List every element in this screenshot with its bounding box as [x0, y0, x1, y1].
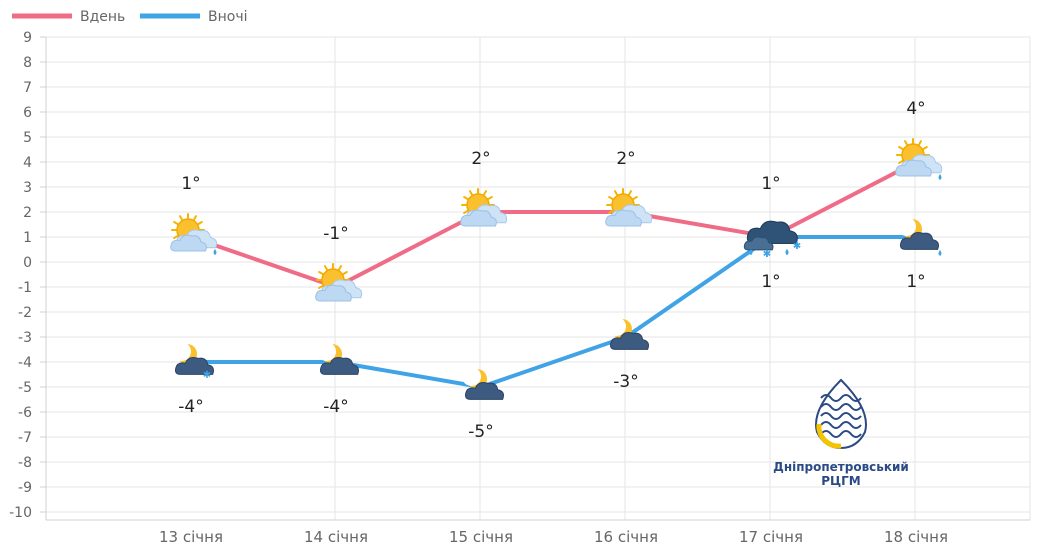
- data-label-day: 1°: [181, 174, 200, 194]
- x-tick-label: 17 січня: [739, 528, 803, 546]
- axes: 9 8 7 6 5 4 3 2 1 0 -1 -2 -3 -4 -5 -6 -7 -8 -9 -10 13 січня 1…: [9, 30, 1030, 546]
- legend-label: Вдень: [80, 9, 125, 25]
- legend: Вдень Вночі: [12, 9, 247, 25]
- data-label-day: 4°: [906, 99, 925, 119]
- x-tick-label: 14 січня: [304, 528, 368, 546]
- y-tick-label: -4: [18, 355, 32, 371]
- data-label-day: 2°: [471, 149, 490, 169]
- y-tick-label: -1: [18, 280, 32, 296]
- svg-text:✱: ✱: [203, 370, 211, 381]
- data-label-night: -4°: [323, 397, 348, 417]
- y-tick-label: -9: [18, 480, 32, 496]
- y-tick-label: -10: [9, 505, 32, 521]
- y-tick-label: -2: [18, 305, 32, 321]
- data-label-day: 2°: [616, 149, 635, 169]
- svg-text:✱: ✱: [763, 249, 771, 260]
- x-tick-label: 13 січня: [159, 528, 223, 546]
- sun-cloud-rain-icon: [170, 213, 218, 255]
- data-label-night: -3°: [613, 372, 638, 392]
- moon-cloud-icon: [317, 342, 359, 375]
- svg-text:✱: ✱: [793, 241, 801, 252]
- series-line-day: [190, 160, 917, 289]
- y-tick-label: 8: [23, 55, 32, 71]
- x-tick-label: 18 січня: [884, 528, 948, 546]
- data-labels-layer: 1° -1° 2° 2° 1° 4° -4° -4° -5° -3° 1° 1°: [178, 99, 925, 442]
- logo-line2: РЦГМ: [821, 474, 861, 488]
- y-tick-label: 3: [23, 180, 32, 196]
- moon-cloud-icon: [462, 367, 504, 400]
- y-tick-label: -5: [18, 380, 32, 396]
- y-tick-label: 4: [23, 155, 32, 171]
- moon-cloud-icon: [607, 317, 649, 350]
- data-label-night: -4°: [178, 397, 203, 417]
- y-tick-label: -8: [18, 455, 32, 471]
- moon-cloud-snow-icon: ✱: [172, 342, 214, 381]
- moon-cloud-rain-icon: [897, 217, 942, 256]
- x-tick-label: 16 січня: [594, 528, 658, 546]
- y-tick-label: 2: [23, 205, 32, 221]
- svg-text:✱: ✱: [793, 241, 801, 252]
- dark-cloud-rain-snow-icon: ✱✱: [743, 220, 801, 260]
- y-tick-label: -6: [18, 405, 32, 421]
- y-tick-label: 0: [23, 255, 32, 271]
- logo-line1: Дніпропетровський: [773, 460, 909, 474]
- data-label-night: 1°: [906, 272, 925, 292]
- data-label-night: -5°: [468, 422, 493, 442]
- y-tick-label: -3: [18, 330, 32, 346]
- legend-label: Вночі: [208, 9, 247, 25]
- y-tick-label: 1: [23, 230, 32, 246]
- y-tick-label: 7: [23, 80, 32, 96]
- logo: Дніпропетровський РЦГМ: [773, 378, 909, 488]
- y-tick-label: 6: [23, 105, 32, 121]
- data-label-night: 1°: [761, 272, 780, 292]
- data-label-day: 1°: [761, 174, 780, 194]
- x-tick-label: 15 січня: [449, 528, 513, 546]
- y-tick-label: 9: [23, 30, 32, 46]
- y-tick-label: 5: [23, 130, 32, 146]
- icons-layer: ✱✱✱✱✱: [170, 138, 943, 400]
- series-layer: [190, 160, 917, 389]
- svg-text:✱: ✱: [763, 249, 771, 260]
- sun-cloud-icon: [315, 263, 363, 302]
- grid: [45, 36, 1031, 520]
- y-tick-label: -7: [18, 430, 32, 446]
- sun-cloud-icon: [460, 188, 508, 227]
- data-label-day: -1°: [323, 224, 348, 244]
- sun-cloud-icon: [605, 188, 653, 227]
- drop-waves-logo-icon: [815, 378, 867, 450]
- sun-cloud-rain-icon: [895, 138, 943, 180]
